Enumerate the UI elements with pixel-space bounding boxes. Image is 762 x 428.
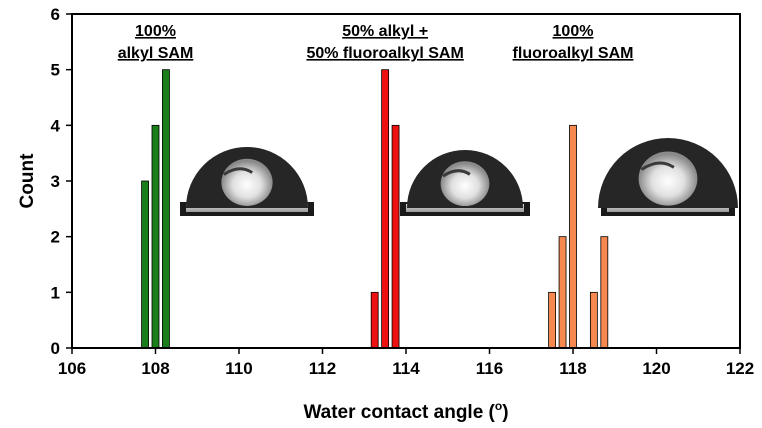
y-tick-label: 6 xyxy=(51,5,60,24)
y-tick-label: 5 xyxy=(51,61,60,80)
y-tick-label: 2 xyxy=(51,228,60,247)
axis-ticks xyxy=(66,13,741,354)
bar xyxy=(141,180,149,349)
x-axis-title-main: Water contact angle ( xyxy=(303,402,495,423)
droplet-image xyxy=(180,146,314,216)
y-tick-label: 1 xyxy=(51,283,60,302)
bar xyxy=(370,291,379,349)
x-tick-label: 110 xyxy=(225,359,252,378)
bar xyxy=(589,291,598,349)
x-tick-label: 118 xyxy=(559,359,586,378)
x-tick-label: 120 xyxy=(642,359,670,378)
x-tick-label: 106 xyxy=(58,359,86,378)
x-axis-title-degree: o xyxy=(495,399,502,413)
x-tick-label: 116 xyxy=(476,359,503,378)
panel-label: fluoroalkyl SAM xyxy=(513,45,634,62)
x-tick-label: 112 xyxy=(309,359,336,378)
x-tick-label: 108 xyxy=(141,359,169,378)
tick-labels: 106 108 110 112 114 116 118 120 122 0 1 2 3 4 5 6 xyxy=(51,5,755,378)
panel-annotations: 100% alkyl SAM 50% alkyl + 50% fluoroalkyl … xyxy=(118,23,634,62)
x-tick-label: 122 xyxy=(726,359,754,378)
droplet-image xyxy=(598,138,738,216)
y-tick-label: 3 xyxy=(51,172,60,191)
y-tick-label: 4 xyxy=(51,116,61,135)
y-tick-label: 0 xyxy=(51,339,60,358)
bar xyxy=(558,236,567,349)
bar xyxy=(548,291,557,349)
bar xyxy=(600,236,609,349)
bar xyxy=(162,69,170,349)
y-axis-title: Count xyxy=(17,153,38,209)
x-tick-label: 114 xyxy=(392,359,420,378)
panel-label: 100% xyxy=(135,23,176,40)
bar xyxy=(151,124,160,349)
bar xyxy=(391,124,400,349)
panel-label: 50% alkyl + xyxy=(342,23,428,40)
droplet-image xyxy=(400,150,530,216)
x-axis-title: Water contact angle (o) xyxy=(303,399,508,423)
bar xyxy=(569,124,577,349)
panel-label: 50% fluoroalkyl SAM xyxy=(306,45,463,62)
bar xyxy=(381,69,390,349)
panel-label: 100% xyxy=(553,23,594,40)
x-axis-title-close: ) xyxy=(502,402,508,423)
panel-label: alkyl SAM xyxy=(118,45,194,62)
droplet-images xyxy=(180,138,738,216)
